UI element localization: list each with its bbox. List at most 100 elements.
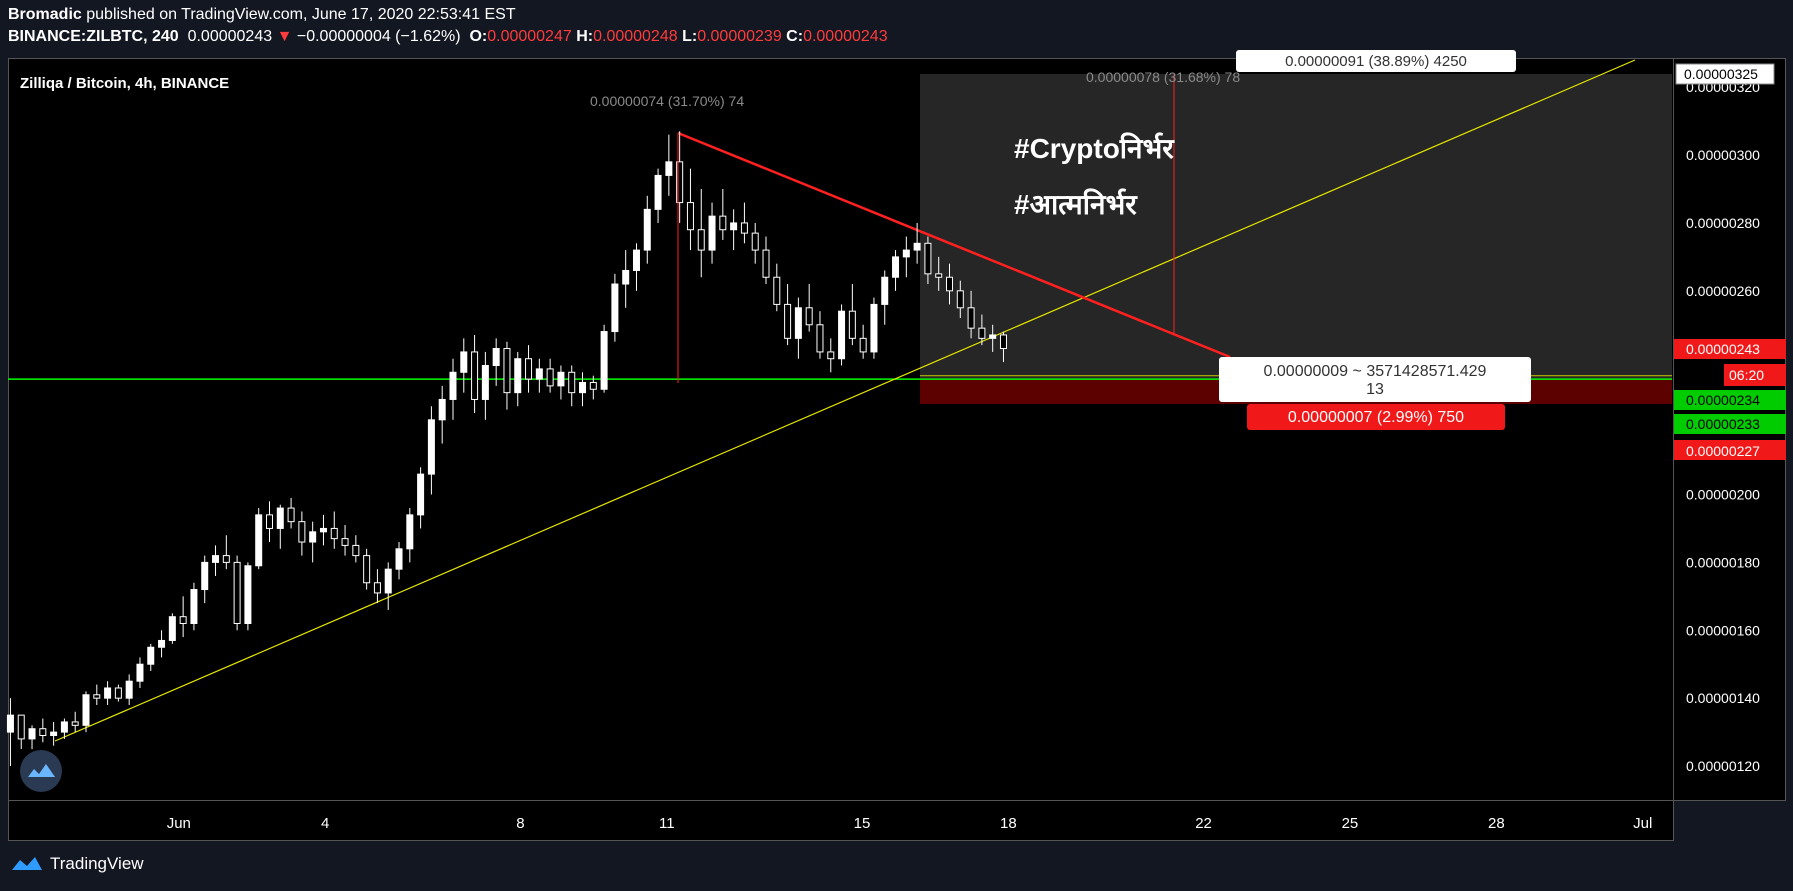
candle-body xyxy=(114,687,122,699)
candle-body xyxy=(341,538,349,546)
x-tick-label: 8 xyxy=(516,815,524,832)
tradingview-brand[interactable]: TradingView xyxy=(50,854,144,873)
candle-body xyxy=(190,589,198,624)
candle-body xyxy=(632,249,640,271)
candle-body xyxy=(589,381,597,390)
candle-body xyxy=(158,639,166,648)
candle-body xyxy=(330,527,338,540)
position-info-box[interactable] xyxy=(1219,357,1531,402)
candle-body xyxy=(363,555,371,584)
candle-body xyxy=(492,348,500,367)
x-tick-label: 4 xyxy=(321,815,329,832)
candle-body xyxy=(816,324,824,353)
price-tag-current[interactable] xyxy=(1674,339,1786,359)
candle-body xyxy=(233,561,241,624)
position-info-line1: 0.00000009 ~ 3571428571.429 xyxy=(1264,363,1487,380)
x-tick-label: 25 xyxy=(1342,815,1359,832)
candle-body xyxy=(255,514,263,567)
candle-body xyxy=(848,310,856,339)
candle-body xyxy=(460,351,468,373)
price-tag-top[interactable] xyxy=(1675,63,1775,85)
high-value: 0.00000248 xyxy=(593,28,678,45)
candle-body xyxy=(147,646,155,665)
candle-body xyxy=(600,331,608,390)
candle-body xyxy=(265,514,273,529)
price-tag-green2[interactable] xyxy=(1674,414,1786,434)
candle-body xyxy=(978,327,986,339)
candle-body xyxy=(406,514,414,550)
price-tag-top-label: 0.00000325 xyxy=(1684,66,1758,82)
close-value: 0.00000243 xyxy=(803,28,888,45)
y-tick-label: 0.00000300 xyxy=(1686,147,1760,163)
candle-body xyxy=(946,276,954,292)
candle-body xyxy=(93,694,101,699)
x-tick-label: Jul xyxy=(1633,815,1652,832)
price-tag-stop[interactable] xyxy=(1674,440,1786,460)
candle-body xyxy=(309,531,317,543)
price-tag-green1-label: 0.00000234 xyxy=(1686,392,1760,408)
candle-body xyxy=(579,381,587,394)
target-zone[interactable] xyxy=(920,74,1672,379)
candle-body xyxy=(708,215,716,251)
candle-body xyxy=(535,368,543,380)
candle-body xyxy=(395,548,403,570)
candle-body xyxy=(319,527,327,533)
x-tick-label: 18 xyxy=(1000,815,1017,832)
candle-body xyxy=(168,616,176,641)
candle-body xyxy=(956,290,964,309)
candle-body xyxy=(697,229,705,251)
open-value: 0.00000247 xyxy=(487,28,572,45)
stop-box[interactable] xyxy=(1247,404,1505,430)
hashtag-atma: #आत्मनिर्भर xyxy=(1014,188,1138,220)
candle-body xyxy=(913,242,921,251)
low-value: 0.00000239 xyxy=(697,28,782,45)
last-price: 0.00000243 xyxy=(187,28,273,45)
tv-chart-logo[interactable] xyxy=(20,750,62,792)
candle-body xyxy=(751,232,759,251)
close-label: C: xyxy=(786,28,804,45)
candle-body xyxy=(924,242,932,275)
candle-body xyxy=(773,276,781,305)
candle-body xyxy=(859,337,867,353)
y-tick-label: 0.00000120 xyxy=(1686,758,1760,774)
ohlc-line: BINANCE:ZILBTC, 240 0.00000243 ▼ −0.0000… xyxy=(8,26,888,48)
candle-body xyxy=(17,714,25,740)
target-box[interactable] xyxy=(1236,50,1516,72)
candle-body xyxy=(212,555,220,563)
time-axis[interactable] xyxy=(8,801,1674,841)
candle-body xyxy=(622,269,630,285)
x-tick-label: 11 xyxy=(659,815,675,832)
candles-group xyxy=(6,131,1007,767)
price-tag-green1[interactable] xyxy=(1674,390,1786,410)
candle-body xyxy=(244,565,252,624)
publish-info: published on TradingView.com, June 17, 2… xyxy=(86,6,516,23)
tradingview-logo-icon[interactable] xyxy=(10,854,44,874)
candle-body xyxy=(50,731,58,737)
candle-body xyxy=(546,368,554,387)
candle-body xyxy=(384,568,392,594)
candle-body xyxy=(784,303,792,339)
open-label: O: xyxy=(469,28,488,45)
y-tick-label: 0.00000200 xyxy=(1686,486,1760,502)
x-tick-label: 15 xyxy=(854,815,871,832)
y-tick-label: 0.00000260 xyxy=(1686,283,1760,299)
candle-body xyxy=(902,249,910,258)
trendline-support[interactable] xyxy=(54,59,1636,742)
trendline-resistance[interactable] xyxy=(677,131,1231,359)
candle-body xyxy=(870,303,878,353)
x-ticks-group: Jun 4 8 11 15 18 22 25 28 Jul xyxy=(167,815,1653,832)
y-tick-label: 0.00000180 xyxy=(1686,554,1760,570)
countdown-label: 06:20 xyxy=(1729,367,1764,383)
candle-body xyxy=(730,222,738,231)
price-tag-current-label: 0.00000243 xyxy=(1686,341,1760,357)
candle-body xyxy=(999,334,1007,350)
candle-body xyxy=(28,728,36,740)
candle-body xyxy=(935,273,943,278)
author-name[interactable]: Bromadic xyxy=(8,6,82,23)
candle-body xyxy=(179,616,187,624)
hashtag-crypto: #Cryptoनिर्भर xyxy=(1014,132,1175,164)
candle-body xyxy=(838,310,846,360)
candle-body xyxy=(39,728,47,737)
candle-body xyxy=(676,161,684,204)
